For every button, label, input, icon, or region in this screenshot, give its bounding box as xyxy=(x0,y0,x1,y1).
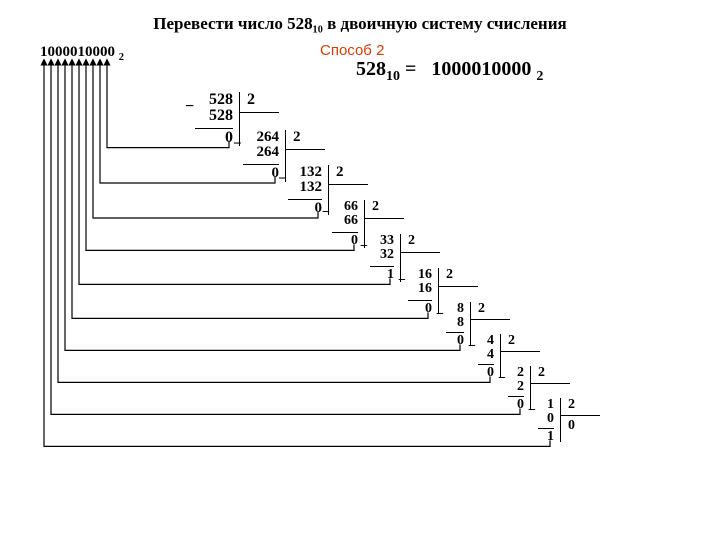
result-base-from: 10 xyxy=(386,69,400,84)
division-hline xyxy=(328,184,368,185)
step-remainder: 1 xyxy=(538,430,554,444)
title-text: Перевести число 528₁₀ в двоичную систему… xyxy=(153,14,566,33)
division-hline xyxy=(400,252,440,253)
minus-sign: − xyxy=(360,240,368,254)
step-dividend: 66 xyxy=(332,200,358,214)
step-subtrahend: 528 xyxy=(195,108,233,124)
method-subtitle: Способ 2 xyxy=(320,42,384,59)
minus-sign: − xyxy=(436,308,444,322)
minus-sign: − xyxy=(322,206,330,220)
division-hline xyxy=(500,351,540,352)
step-subtrahend: 32 xyxy=(370,248,394,262)
minus-sign: − xyxy=(468,340,476,354)
step-divisor: 2 xyxy=(478,302,485,316)
step-dividend: 132 xyxy=(288,165,322,180)
minus-sign: − xyxy=(185,99,194,115)
final-quotient: 0 xyxy=(568,419,575,433)
remainder-arrow xyxy=(65,62,460,350)
step-remainder: 1 xyxy=(370,268,394,282)
step-divisor: 2 xyxy=(446,268,453,282)
step-remainder: 0 xyxy=(478,366,494,380)
minus-sign: − xyxy=(278,172,287,187)
page-title: Перевести число 528₁₀ в двоичную систему… xyxy=(0,14,720,34)
division-hline xyxy=(285,149,325,150)
division-hline xyxy=(530,383,570,384)
step-divisor: 2 xyxy=(538,366,545,380)
step-dividend: 33 xyxy=(370,234,394,248)
result-value: 1000010000 xyxy=(431,58,531,80)
division-vline xyxy=(560,398,561,442)
step-divisor: 2 xyxy=(247,92,255,108)
step-remainder: 0 xyxy=(508,398,524,412)
remainder-arrow xyxy=(58,62,490,382)
step-divisor: 2 xyxy=(372,200,379,214)
step-subtrahend: 0 xyxy=(538,412,554,426)
step-subtrahend: 8 xyxy=(446,316,464,330)
step-remainder: 0 xyxy=(332,234,358,248)
division-hline xyxy=(364,218,404,219)
step-dividend: 4 xyxy=(478,334,494,348)
result-dividend: 528 xyxy=(356,58,386,80)
step-dividend: 264 xyxy=(243,130,279,145)
step-subtrahend: 16 xyxy=(408,282,432,296)
binary-result-value: 1000010000 xyxy=(40,44,115,60)
result-base-to: 2 xyxy=(536,69,543,84)
step-remainder: 0 xyxy=(408,302,432,316)
step-dividend: 1 xyxy=(538,398,554,412)
division-hline xyxy=(239,112,279,113)
step-subtrahend: 4 xyxy=(478,348,494,362)
remainder-arrow xyxy=(44,62,550,446)
step-remainder: 0 xyxy=(243,166,279,181)
minus-sign: − xyxy=(398,274,406,288)
division-hline xyxy=(470,319,510,320)
step-subtrahend: 264 xyxy=(243,145,279,160)
division-hline xyxy=(560,415,600,416)
minus-sign: − xyxy=(498,372,506,386)
step-divisor: 2 xyxy=(293,130,301,145)
step-divisor: 2 xyxy=(408,234,415,248)
step-dividend: 16 xyxy=(408,268,432,282)
step-dividend: 8 xyxy=(446,302,464,316)
step-subtrahend: 2 xyxy=(508,380,524,394)
step-subtrahend: 66 xyxy=(332,214,358,228)
step-remainder: 0 xyxy=(446,334,464,348)
step-remainder: 0 xyxy=(288,201,322,216)
division-hline xyxy=(438,286,478,287)
binary-result-base: 2 xyxy=(119,52,124,63)
step-dividend: 2 xyxy=(508,366,524,380)
result-equals: = xyxy=(405,58,416,80)
minus-sign: − xyxy=(233,137,242,152)
result-equation: 52810 = 1000010000 2 xyxy=(356,58,543,85)
binary-result-column: 1000010000 2 xyxy=(40,44,124,63)
step-divisor: 2 xyxy=(508,334,515,348)
step-remainder: 0 xyxy=(195,130,233,146)
step-subtrahend: 132 xyxy=(288,180,322,195)
remainder-arrow xyxy=(51,62,520,414)
step-dividend: 528 xyxy=(195,92,233,108)
step-divisor: 2 xyxy=(568,398,575,412)
step-divisor: 2 xyxy=(336,165,344,180)
subtitle-text: Способ 2 xyxy=(320,42,384,59)
minus-sign: − xyxy=(528,404,536,418)
